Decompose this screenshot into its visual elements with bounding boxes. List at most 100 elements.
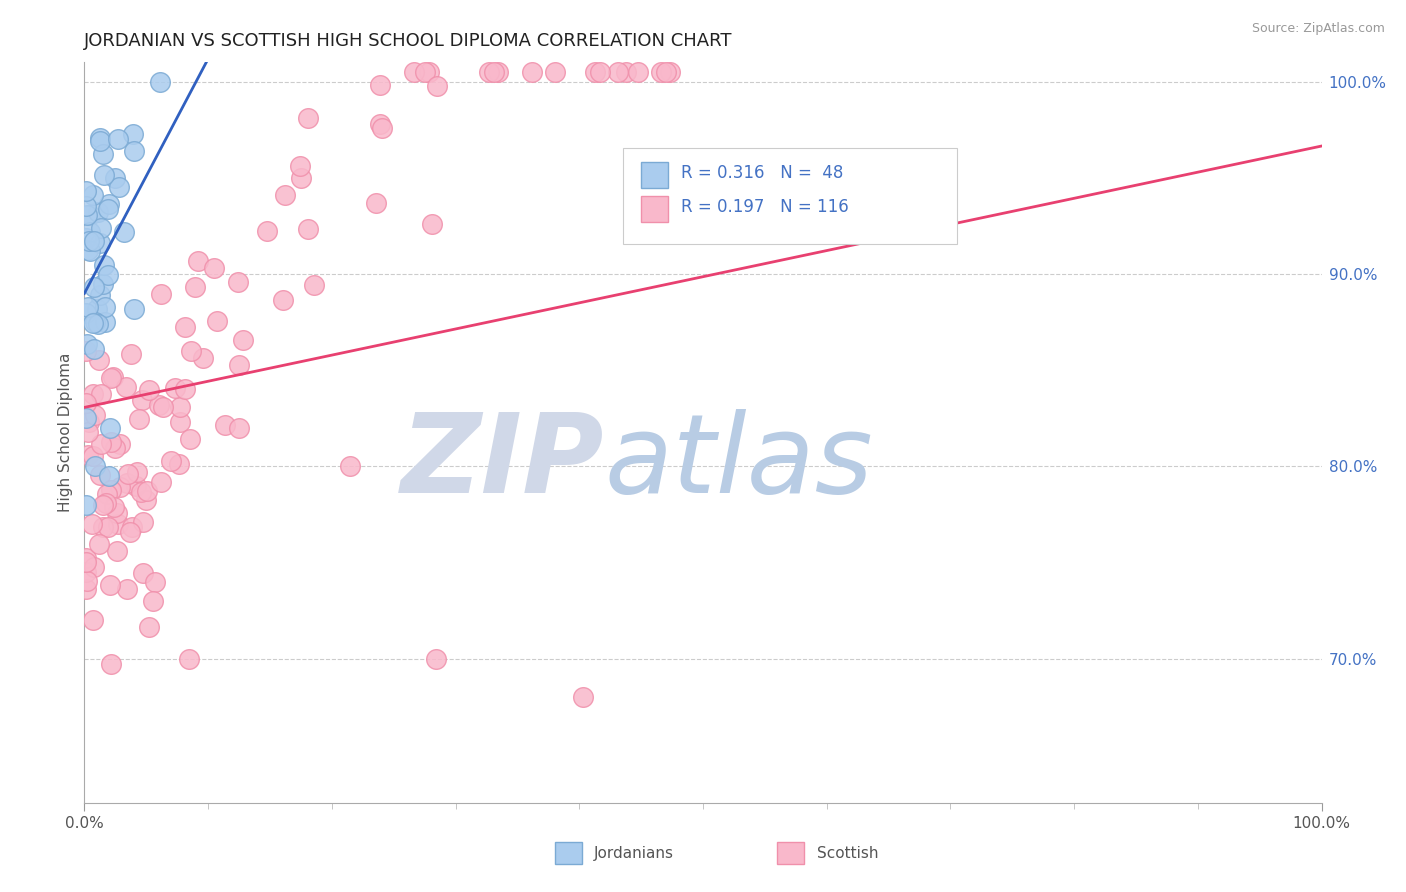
Point	[100, 371, 122, 385]
Point	[77, 448, 100, 462]
Point	[650, 65, 672, 79]
Point	[115, 582, 138, 596]
Point	[256, 224, 278, 238]
Point	[79, 415, 101, 429]
Point	[273, 293, 295, 308]
Point	[115, 380, 138, 394]
Point	[143, 574, 166, 589]
Point	[122, 145, 145, 159]
Point	[77, 300, 100, 314]
Point	[98, 469, 121, 483]
Point	[87, 353, 110, 368]
Point	[179, 433, 201, 447]
Point	[75, 306, 97, 320]
Point	[89, 131, 111, 145]
Y-axis label: High School Diploma: High School Diploma	[58, 353, 73, 512]
Point	[169, 458, 191, 472]
Point	[108, 480, 131, 494]
Point	[214, 418, 236, 433]
Point	[75, 231, 97, 245]
Point	[83, 234, 105, 248]
Point	[103, 500, 125, 515]
Point	[83, 560, 105, 574]
Point	[626, 65, 648, 79]
Point	[169, 416, 191, 430]
Point	[104, 441, 127, 455]
Point	[297, 222, 319, 236]
Point	[148, 398, 170, 412]
Point	[163, 381, 186, 395]
Point	[415, 65, 437, 79]
Point	[82, 316, 104, 330]
Point	[138, 384, 160, 398]
Point	[184, 279, 207, 293]
Point	[93, 147, 115, 161]
Text: Source: ZipAtlas.com: Source: ZipAtlas.com	[1251, 22, 1385, 36]
Point	[87, 205, 110, 219]
Point	[160, 453, 183, 467]
Point	[290, 159, 312, 173]
Point	[112, 225, 135, 239]
Point	[91, 498, 114, 512]
Point	[82, 516, 104, 531]
Point	[75, 199, 97, 213]
Point	[420, 218, 443, 232]
Point	[107, 132, 129, 146]
Point	[75, 184, 97, 198]
Point	[75, 498, 97, 512]
Point	[121, 128, 143, 142]
Point	[614, 65, 637, 79]
Point	[91, 277, 114, 292]
Point	[100, 483, 122, 497]
Point	[104, 171, 127, 186]
Point	[75, 411, 97, 425]
Point	[87, 318, 110, 332]
Point	[76, 337, 98, 351]
Text: Jordanians: Jordanians	[595, 846, 673, 861]
Point	[89, 235, 111, 250]
Point	[93, 259, 115, 273]
Point	[179, 651, 201, 665]
Point	[150, 287, 173, 301]
Point	[290, 171, 312, 186]
Point	[82, 449, 104, 463]
Point	[96, 487, 118, 501]
Point	[117, 476, 139, 491]
Point	[129, 484, 152, 499]
Point	[75, 565, 97, 579]
Point	[79, 225, 101, 239]
Point	[418, 65, 440, 79]
Point	[90, 437, 112, 451]
Point	[75, 343, 97, 358]
Point	[105, 506, 128, 520]
Point	[544, 65, 567, 79]
Point	[75, 396, 97, 410]
Point	[520, 65, 543, 79]
Point	[117, 467, 139, 481]
Point	[478, 65, 501, 79]
Bar	[778, 842, 804, 864]
Point	[169, 401, 191, 415]
Point	[228, 359, 250, 373]
Point	[659, 65, 682, 79]
Point	[191, 351, 214, 365]
Point	[100, 435, 122, 450]
Point	[103, 370, 125, 384]
Point	[76, 244, 98, 258]
Point	[152, 400, 174, 414]
Bar	[641, 162, 668, 188]
Point	[100, 657, 122, 672]
Point	[128, 412, 150, 426]
Point	[82, 613, 104, 627]
Point	[89, 536, 111, 550]
Point	[77, 234, 100, 248]
FancyBboxPatch shape	[623, 147, 956, 244]
Point	[132, 516, 155, 530]
Point	[91, 520, 114, 534]
Point	[82, 386, 104, 401]
Point	[108, 179, 131, 194]
Point	[121, 520, 143, 534]
Text: R = 0.316   N =  48: R = 0.316 N = 48	[681, 164, 844, 183]
Point	[425, 651, 447, 665]
Point	[76, 425, 98, 439]
